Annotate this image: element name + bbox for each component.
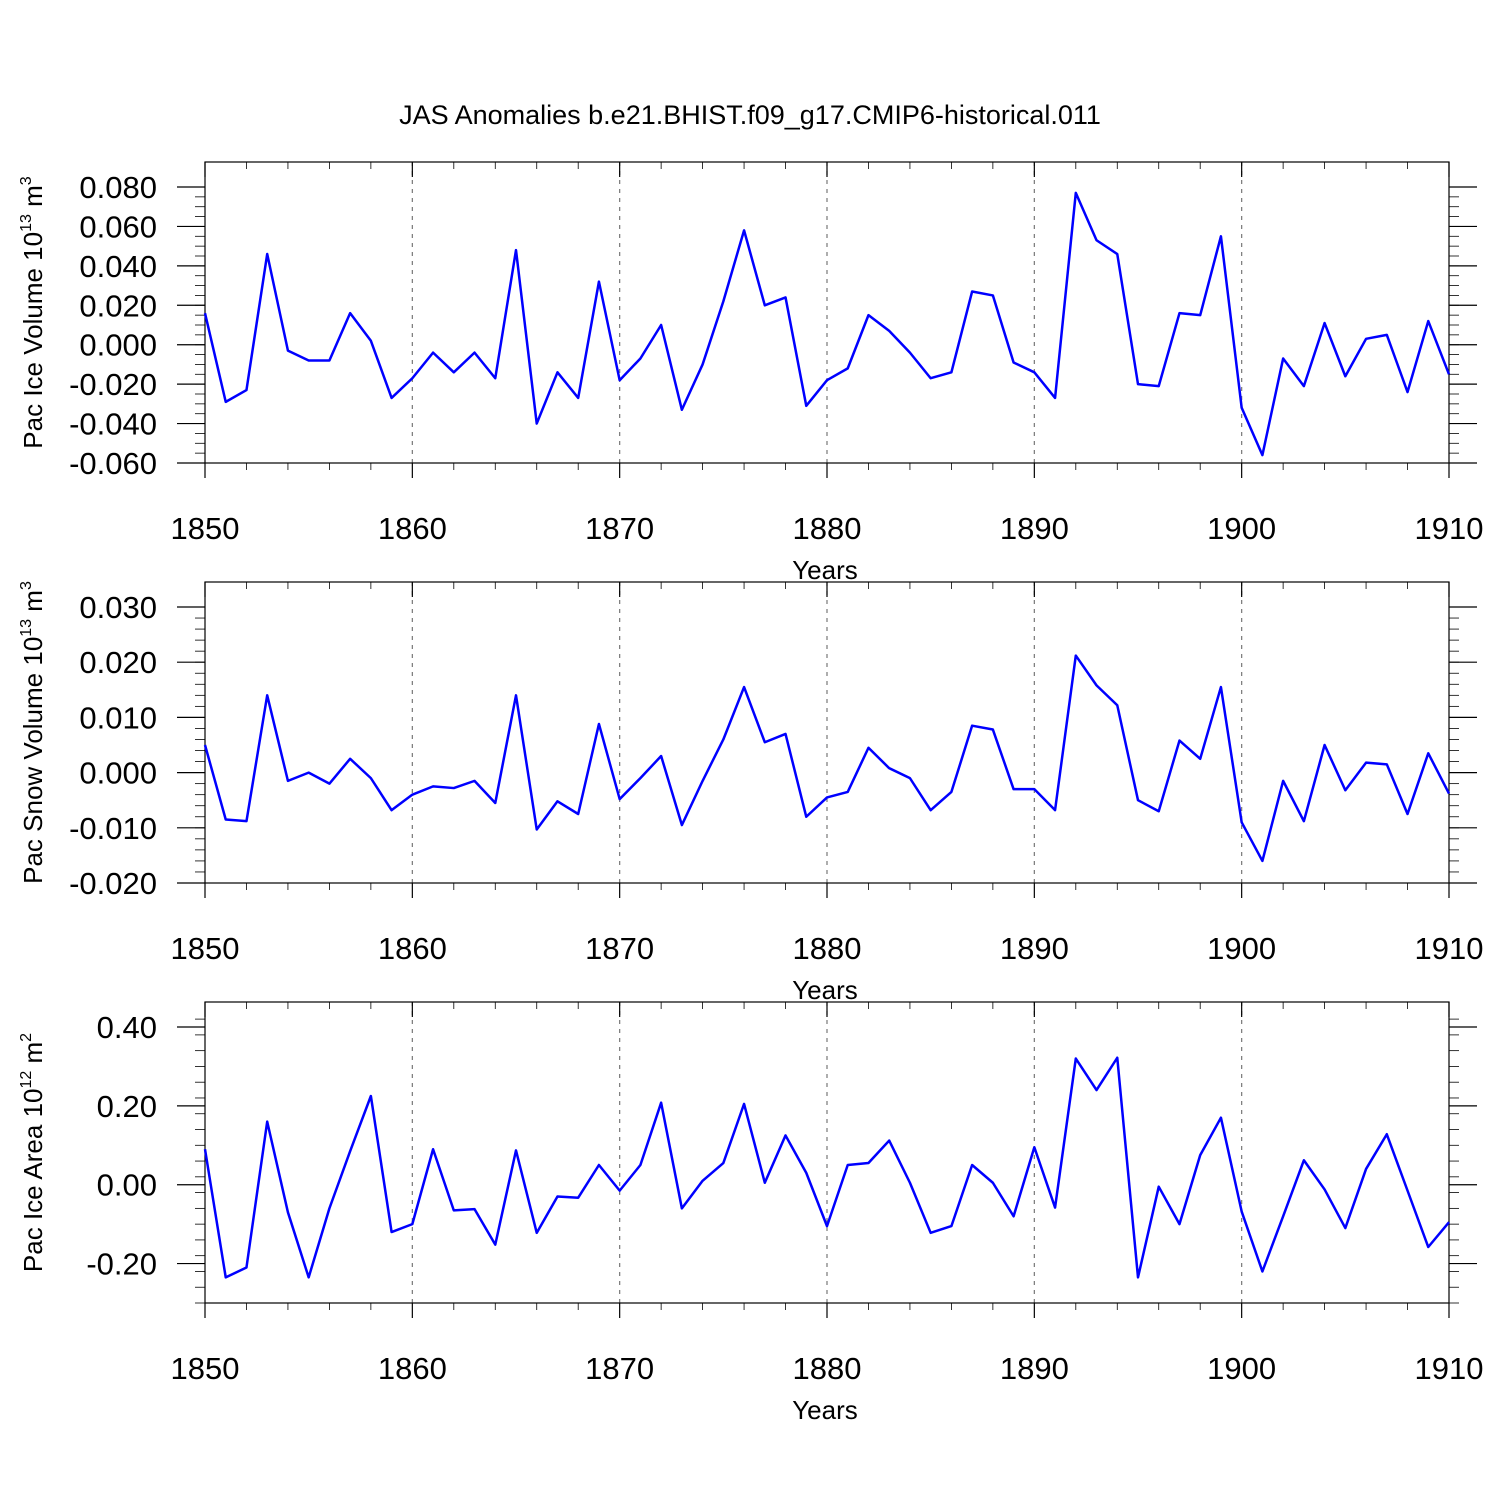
panel-3: 1850 1860 1870 1880 1890 1900 1910 0.40 0.20 0.00… xyxy=(18,1001,1484,1425)
x-tick-label: 1900 xyxy=(1207,931,1276,966)
series-line xyxy=(203,191,1451,457)
y-tick-label: -0.010 xyxy=(69,811,157,846)
x-tick-label: 1850 xyxy=(171,931,240,966)
y-tick-label: 0.20 xyxy=(97,1089,157,1124)
x-tick-label: 1900 xyxy=(1207,1351,1276,1386)
y-tick-label: 0.030 xyxy=(79,590,157,625)
x-tick-label: 1880 xyxy=(793,931,862,966)
panel-1: 1850 1860 1870 1880 1890 1900 1910 0.080 0.060 0.… xyxy=(18,161,1484,585)
x-axis-title: Years xyxy=(792,1395,858,1425)
panel-2: 1850 1860 1870 1880 1890 1900 1910 0.030 0.020 0.… xyxy=(18,581,1483,1005)
y-tick-label: 0.080 xyxy=(79,170,157,205)
x-tick-label: 1860 xyxy=(378,1351,447,1386)
x-tick-label: 1890 xyxy=(1000,511,1069,546)
y-axis-title: Pac Ice Volume 1013 m3 xyxy=(18,176,48,449)
x-tick-label: 1860 xyxy=(378,511,447,546)
y-tick-label: 0.00 xyxy=(97,1168,157,1203)
x-tick-label: 1900 xyxy=(1207,511,1276,546)
x-tick-label: 1870 xyxy=(585,931,654,966)
y-tick-label: -0.020 xyxy=(69,866,157,901)
x-tick-label: 1890 xyxy=(1000,931,1069,966)
x-tick-label: 1910 xyxy=(1415,931,1484,966)
y-tick-label: 0.010 xyxy=(79,700,157,735)
x-axis-title: Years xyxy=(792,555,858,585)
y-tick-label: -0.020 xyxy=(69,367,157,402)
y-tick-label: 0.40 xyxy=(97,1010,157,1045)
y-tick-label: 0.000 xyxy=(79,328,157,363)
x-tick-label: 1880 xyxy=(793,1351,862,1386)
x-tick-label: 1860 xyxy=(378,931,447,966)
y-tick-label: -0.20 xyxy=(86,1247,157,1282)
x-tick-label: 1910 xyxy=(1415,511,1484,546)
x-axis-title: Years xyxy=(792,975,858,1005)
x-tick-label: 1910 xyxy=(1415,1351,1484,1386)
x-tick-label: 1850 xyxy=(171,511,240,546)
panels: 1850 1860 1870 1880 1890 1900 1910 0.080 0.060 0.… xyxy=(18,161,1484,1425)
x-tick-label: 1850 xyxy=(171,1351,240,1386)
y-axis-title: Pac Ice Area 1012 m2 xyxy=(18,1033,48,1272)
y-tick-label: 0.040 xyxy=(79,249,157,284)
series-line xyxy=(203,1056,1450,1279)
y-tick-label: 0.060 xyxy=(79,209,157,244)
x-tick-label: 1890 xyxy=(1000,1351,1069,1386)
x-tick-label: 1870 xyxy=(585,511,654,546)
chart-title: JAS Anomalies b.e21.BHIST.f09_g17.CMIP6-… xyxy=(399,100,1101,130)
x-tick-label: 1870 xyxy=(585,1351,654,1386)
series-line xyxy=(203,654,1451,863)
y-tick-label: 0.020 xyxy=(79,288,157,323)
y-tick-label: -0.040 xyxy=(69,407,157,442)
x-tick-label: 1880 xyxy=(793,511,862,546)
y-axis-title: Pac Snow Volume 1013 m3 xyxy=(18,581,48,884)
y-tick-label: 0.020 xyxy=(79,645,157,680)
y-tick-label: 0.000 xyxy=(79,756,157,791)
y-tick-label: -0.060 xyxy=(69,446,157,481)
